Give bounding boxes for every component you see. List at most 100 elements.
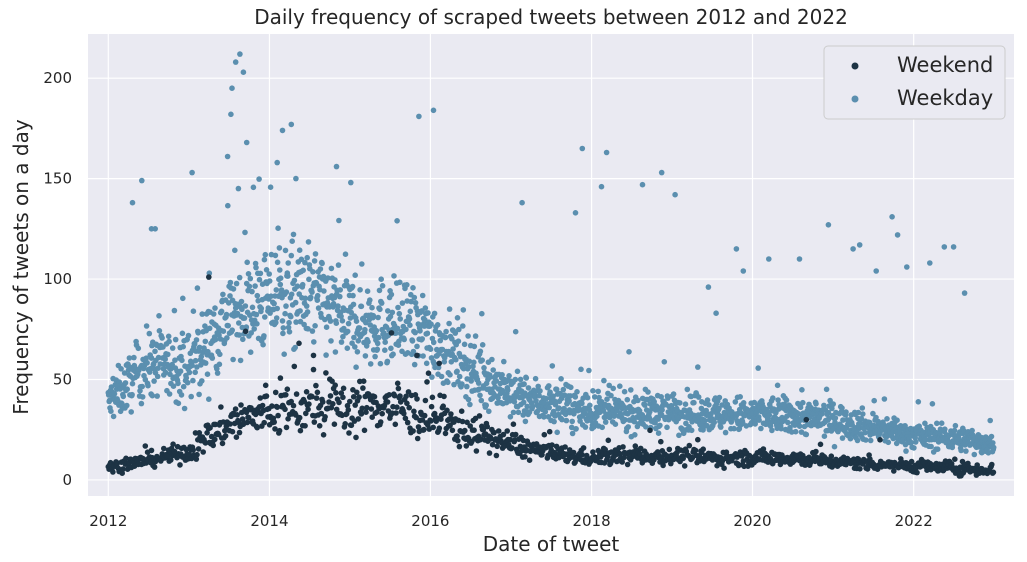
weekday-point [797, 404, 804, 411]
weekday-point [408, 298, 415, 305]
weekday-point [631, 418, 638, 425]
weekday-point [622, 417, 628, 423]
weekday-point [348, 179, 354, 186]
weekday-point [602, 419, 609, 425]
weekday-point [525, 385, 532, 391]
weekend-point [394, 380, 401, 387]
weekday-point [131, 354, 137, 361]
weekend-point [666, 446, 673, 453]
weekday-point [165, 333, 172, 340]
weekday-point [257, 270, 264, 277]
weekday-point [297, 308, 303, 314]
weekday-point [299, 281, 306, 288]
weekday-point [774, 382, 781, 389]
weekday-point [536, 392, 542, 399]
weekday-point [825, 222, 832, 228]
weekday-point [300, 267, 307, 274]
weekday-point [465, 333, 471, 339]
weekend-point [242, 328, 249, 335]
weekday-point [766, 412, 773, 419]
weekday-point [479, 357, 486, 364]
weekday-point [520, 399, 527, 406]
weekend-point [170, 441, 176, 448]
weekend-point [259, 402, 266, 409]
weekend-point [620, 444, 626, 450]
weekday-point [529, 404, 536, 410]
weekend-point [232, 406, 239, 412]
weekend-point [760, 446, 767, 452]
weekend-point [340, 394, 346, 401]
weekday-point [574, 389, 580, 395]
weekend-point [164, 453, 171, 459]
weekday-point [419, 336, 426, 342]
weekday-point [389, 309, 396, 316]
weekend-point [360, 385, 366, 391]
weekday-point [477, 392, 483, 399]
weekday-point [596, 394, 602, 401]
weekend-point [377, 419, 384, 425]
weekday-point [867, 437, 874, 444]
weekday-point [519, 394, 526, 401]
weekday-point [465, 396, 472, 403]
weekday-point [604, 396, 610, 403]
weekday-point [552, 401, 559, 408]
weekday-point [850, 246, 856, 252]
weekday-point [198, 353, 205, 360]
weekday-point [377, 360, 384, 367]
weekend-point [444, 407, 450, 414]
weekday-point [740, 268, 747, 274]
weekend-point [393, 410, 399, 416]
weekday-point [304, 254, 311, 261]
weekend-point [218, 404, 224, 410]
weekday-point [515, 409, 522, 416]
weekday-point [410, 285, 416, 291]
weekend-point [262, 382, 269, 389]
weekday-point [273, 287, 280, 293]
weekday-point [803, 431, 810, 438]
weekday-point [212, 336, 219, 343]
weekday-point [192, 369, 198, 376]
weekday-point [534, 408, 541, 415]
weekday-point [702, 417, 708, 424]
weekend-point [283, 392, 289, 398]
weekday-point [175, 400, 182, 407]
weekend-point [456, 443, 463, 450]
weekday-point [821, 402, 827, 409]
weekend-point [347, 398, 353, 405]
weekday-point [248, 330, 254, 336]
weekend-point [245, 414, 252, 421]
weekend-point [414, 352, 420, 359]
weekend-point [692, 447, 699, 454]
weekday-point [467, 401, 473, 408]
weekday-point [732, 399, 739, 405]
weekday-point [438, 373, 445, 380]
weekday-point [450, 346, 456, 352]
weekday-point [152, 226, 158, 232]
weekend-point [421, 426, 427, 433]
weekday-point [643, 424, 649, 430]
weekend-point [388, 330, 395, 336]
weekday-point [179, 330, 186, 337]
x-tick-label: 2016 [411, 512, 449, 530]
weekday-point [541, 414, 547, 420]
weekend-point [329, 378, 335, 385]
weekday-point [139, 177, 145, 184]
weekday-point [862, 429, 868, 436]
weekend-point [310, 352, 317, 359]
weekday-point [636, 408, 643, 414]
weekday-point [558, 376, 564, 382]
weekday-point [283, 289, 290, 295]
weekday-point [792, 428, 799, 435]
weekend-point [414, 435, 421, 442]
weekday-point [225, 202, 231, 209]
weekend-point [227, 421, 233, 427]
weekday-point [560, 386, 567, 393]
weekend-point [338, 390, 345, 396]
weekday-point [416, 113, 422, 120]
weekday-point [477, 348, 484, 355]
weekday-point [501, 358, 507, 365]
weekday-point [273, 319, 279, 326]
weekday-point [651, 398, 657, 405]
weekday-point [240, 69, 247, 75]
weekday-point [437, 337, 444, 344]
